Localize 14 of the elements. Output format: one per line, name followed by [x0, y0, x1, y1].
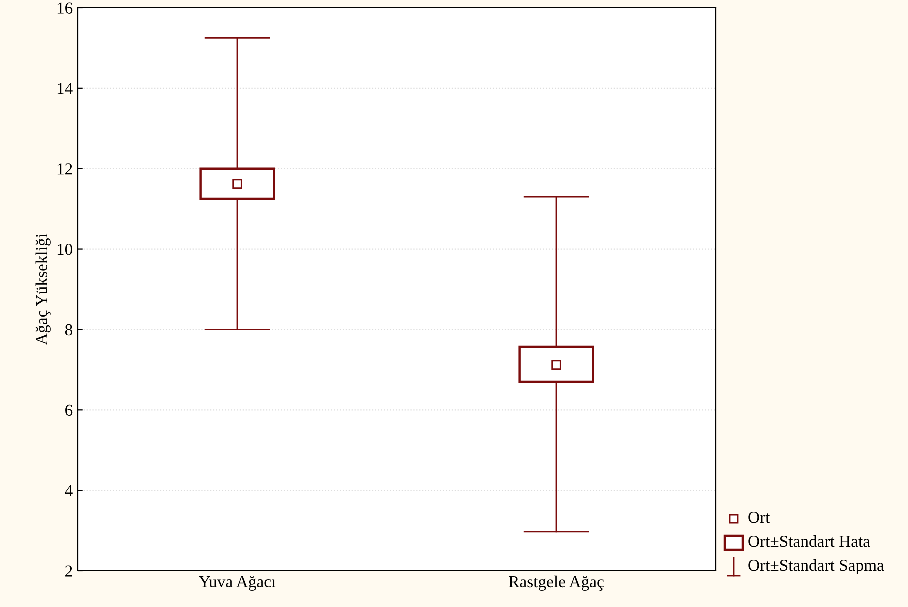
y-tick-label: 8 — [65, 324, 73, 336]
x-tick-label: Rastgele Ağaç — [509, 576, 604, 592]
y-tick-label: 12 — [58, 164, 72, 175]
y-tick-label: 6 — [66, 404, 73, 416]
text: Ort±Standart Hata — [748, 535, 870, 548]
y-tick-label: 10 — [58, 244, 73, 256]
text: Ort±Standart Sapma — [748, 559, 884, 575]
x-tick-label: Yuva Ağacı — [199, 576, 276, 591]
y-axis-title: Ağaç Yüksekliği — [36, 234, 51, 346]
y-tick-label: 16 — [58, 2, 73, 14]
y-tick-label: 2 — [66, 566, 72, 577]
y-tick-label: 4 — [65, 485, 73, 496]
y-tick-label: 14 — [58, 83, 73, 94]
text: Ort — [748, 512, 770, 524]
